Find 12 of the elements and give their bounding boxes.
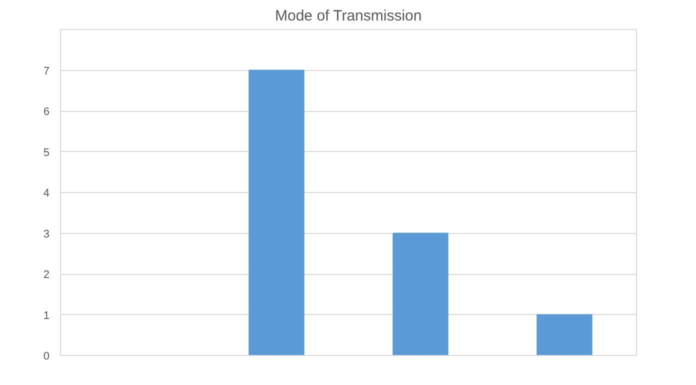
y-tick-label: 4 bbox=[43, 188, 50, 200]
y-tick-label: 5 bbox=[43, 146, 50, 159]
y-tick-label: 7 bbox=[43, 65, 50, 78]
y-tick-label: 2 bbox=[43, 269, 50, 281]
y-tick-label: 3 bbox=[43, 228, 50, 240]
bar bbox=[536, 314, 592, 356]
y-tick-label: 1 bbox=[43, 310, 50, 322]
chart-title: Mode of Transmission bbox=[275, 8, 422, 24]
y-tick-label: 6 bbox=[43, 106, 50, 118]
bar bbox=[248, 70, 304, 356]
y-tick-label: 0 bbox=[43, 350, 50, 362]
bar bbox=[392, 232, 448, 356]
